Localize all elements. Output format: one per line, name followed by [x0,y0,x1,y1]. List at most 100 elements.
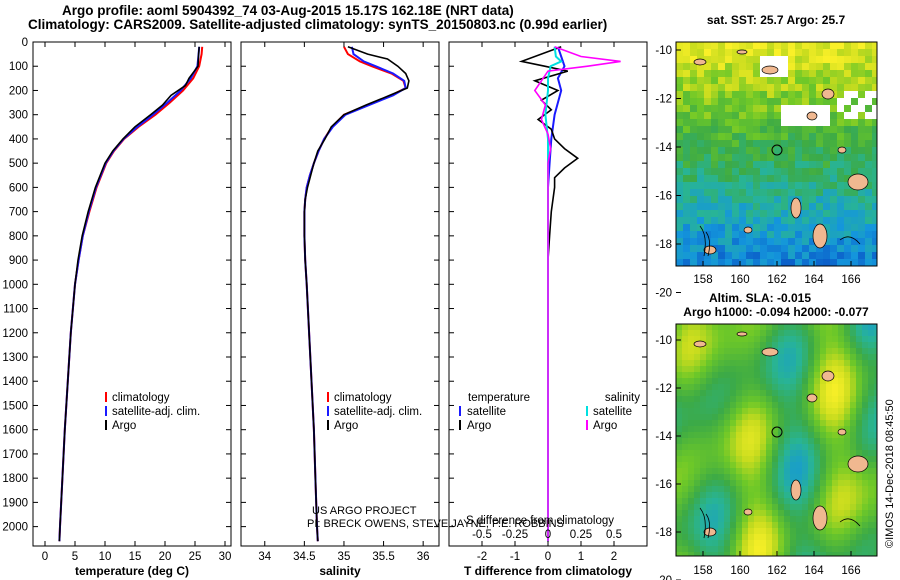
sst-cell [844,259,852,266]
sst-cell [753,84,761,92]
sla-cell [748,426,755,433]
sla-cell [730,324,737,331]
salinity-axes [240,41,440,547]
sla-cell [760,372,767,379]
depth-tick-label: 700 [9,207,28,219]
sst-cell [732,119,740,127]
sla-cell [772,462,779,469]
sst-cell [718,245,726,253]
sla-cell [784,414,791,421]
sst-cell [816,217,824,225]
sla-cell [688,330,695,337]
sla-cell [718,366,725,373]
sla-cell [844,414,851,421]
sla-cell [778,390,785,397]
sst-cell [837,231,845,239]
sla-cell [832,546,839,553]
sla-cell [742,450,749,457]
sst-cell [781,70,789,78]
sst-cell [683,84,691,92]
sst-cell [774,112,782,120]
sla-cell [730,516,737,523]
sla-cell [808,450,815,457]
sla-cell [874,402,877,409]
sla-cell [736,396,743,403]
sla-cell [778,510,785,517]
map-lat-label: -20 [655,575,672,580]
sla-cell [832,420,839,427]
sst-cell [809,126,817,134]
sla-cell [808,504,815,511]
sst-cell [753,63,761,71]
sst-cell [795,140,803,148]
sla-cell [676,420,683,427]
sla-cell [874,432,877,439]
sla-cell [694,522,701,529]
salinity-legend: climatology satellite-adj. clim. Argo [327,392,422,432]
sla-cell [766,336,773,343]
sla-cell [706,402,713,409]
sst-cell [823,224,831,232]
sst-cell [746,91,754,99]
sla-cell [820,384,827,391]
sst-cell [732,70,740,78]
sst-cell [718,175,726,183]
sla-cell [796,528,803,535]
sla-cell [712,402,719,409]
sla-cell [856,444,863,451]
sla-cell [766,324,773,331]
sla-cell [712,396,719,403]
sla-cell [844,360,851,367]
legend-label-argo: Argo [334,420,358,432]
sst-cell [739,126,747,134]
sst-cell [676,252,684,260]
sst-cell [816,168,824,176]
sla-cell [754,378,761,385]
sst-cell [732,98,740,106]
sst-cell [711,42,719,50]
sla-cell [784,522,791,529]
sla-cell [862,522,869,529]
sla-cell [832,510,839,517]
sla-cell [802,534,809,541]
sla-cell [838,354,845,361]
sst-cell [865,98,873,106]
sla-cell [850,486,857,493]
sla-cell [856,348,863,355]
sla-cell [868,360,875,367]
sst-cell [781,147,789,155]
sla-cell [838,408,845,415]
sla-cell [694,450,701,457]
sla-cell [730,354,737,361]
sla-cell [700,492,707,499]
sla-cell [850,438,857,445]
sla-cell [868,474,875,481]
sla-cell [802,510,809,517]
sla-cell [838,390,845,397]
sst-cell [844,70,852,78]
sla-cell [772,552,779,556]
sla-cell [808,420,815,427]
sla-cell [712,504,719,511]
sla-cell [706,396,713,403]
sla-cell [688,354,695,361]
sla-cell [856,516,863,523]
sla-cell [754,432,761,439]
x-tick-label: -1 [510,551,520,563]
sst-cell [795,70,803,78]
sla-cell [808,384,815,391]
sst-cell [809,217,817,225]
sst-cell [760,133,768,141]
sla-cell [826,396,833,403]
sst-cell [837,42,845,50]
sst-cell [795,252,803,260]
sla-cell [850,402,857,409]
sla-cell [682,516,689,523]
sla-cell [676,414,683,421]
sla-cell [760,480,767,487]
sst-cell [760,217,768,225]
sla-cell [682,498,689,505]
sla-cell [838,486,845,493]
sst-cell [711,189,719,197]
sla-cell [742,480,749,487]
